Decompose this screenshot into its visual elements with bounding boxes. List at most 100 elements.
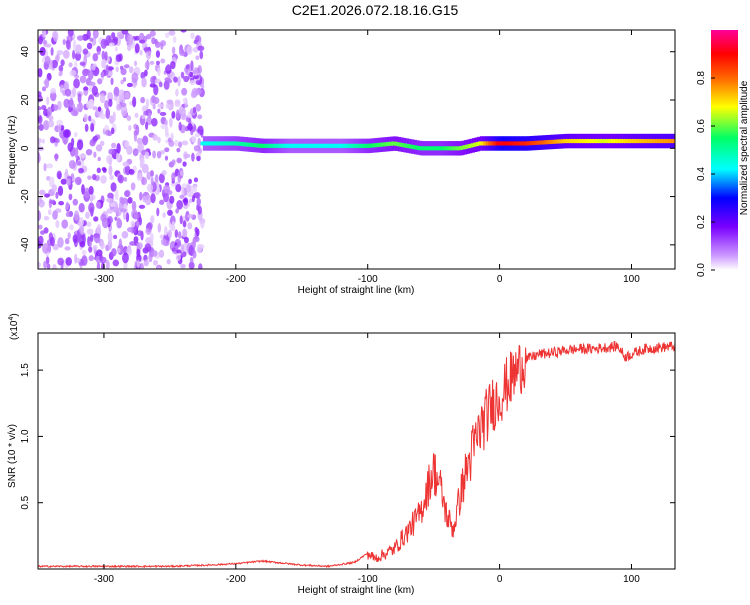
spectrogram-cell [156, 207, 160, 217]
spectrogram-cell [148, 253, 153, 263]
spectrogram-cell [178, 141, 183, 148]
spectrogram-cell [118, 89, 125, 101]
spectrogram-cell [66, 178, 71, 186]
spectrogram-cell [85, 211, 90, 219]
spectrogram-cell [122, 252, 129, 264]
spectrogram-cell [160, 238, 167, 246]
spectrogram-cell [126, 82, 133, 88]
colorbar: 0.0 0.2 0.4 0.6 0.8 Normalized spectral ampl… [696, 30, 750, 277]
spectrogram-cell [193, 184, 197, 194]
spectrogram-cell [196, 155, 201, 162]
spectrogram-cell [74, 44, 82, 55]
spectrogram-cell [69, 70, 77, 77]
spectrogram-cell [176, 199, 183, 210]
spectrogram-cell [123, 64, 130, 69]
spectrogram-cell [134, 60, 138, 67]
spectrogram-cell [100, 71, 105, 78]
spectrogram-cell [95, 144, 103, 152]
spectrogram-cell [146, 171, 151, 181]
spectrogram-cell [164, 155, 169, 161]
colorbar-tick-label: 0.8 [696, 71, 707, 85]
spectrogram-cell [55, 138, 60, 144]
spectrogram-cell [78, 224, 85, 234]
spectrogram-cell [145, 48, 152, 60]
spectrogram-cell [38, 261, 41, 268]
spectrogram-cell [126, 115, 132, 122]
snr-x-label: Height of straight line (km) [298, 585, 415, 596]
spectrogram-cell [116, 247, 121, 254]
spectrogram-cell [154, 174, 159, 184]
spectrogram-cell [113, 95, 118, 101]
spectrogram-cell [141, 114, 146, 120]
spectrogram-cell [145, 200, 150, 206]
spectrogram-cell [128, 124, 132, 131]
spectrogram-cell [131, 200, 137, 212]
spectrogram-cell [67, 232, 71, 240]
spectrogram-cell [187, 222, 193, 230]
spectrogram-cell [145, 121, 149, 131]
spectrogram-cell [65, 39, 71, 50]
spectrogram-cell [183, 236, 189, 244]
spectrogram-cell [90, 122, 95, 133]
spectrogram-cell [64, 246, 71, 251]
spectrogram-cell [149, 232, 154, 243]
spectrogram-cell [134, 112, 139, 119]
spectrogram-cell [113, 234, 118, 240]
spectrogram-cell [58, 71, 63, 77]
spectrogram-cell [76, 35, 84, 41]
spectrogram-cell [42, 30, 47, 38]
spectrogram-cell [136, 254, 142, 263]
spectrogram-cell [95, 201, 101, 209]
spectrogram-cell [55, 191, 59, 199]
spectrogram-cell [120, 68, 127, 76]
spectrogram-cell [180, 71, 185, 79]
spectrogram-cell [100, 213, 107, 223]
spectrogram-cell [52, 263, 57, 269]
snr-series-line [38, 340, 675, 569]
spectrogram-cell [158, 81, 163, 88]
spectrogram-cell [200, 220, 205, 229]
spectrogram-cell [89, 196, 94, 202]
spectrogram-cell [100, 175, 107, 184]
spectrogram-cell [189, 256, 194, 264]
spectrogram-cell [88, 115, 92, 122]
spectrogram-cell [38, 68, 43, 78]
spectrogram-cell [50, 236, 55, 247]
spectrogram-cell [124, 140, 130, 148]
spectrogram-cell [116, 217, 121, 226]
spectrogram-cell [120, 79, 124, 85]
spectrogram-cell [200, 83, 205, 90]
spectrogram-cell [73, 78, 80, 89]
spectrogram-cell [116, 142, 121, 154]
spectrogram-cell [178, 105, 184, 116]
spectrogram-cell [157, 66, 161, 77]
spectrogram-cell [67, 30, 74, 37]
spectrogram-cell [134, 35, 140, 41]
spectrogram-cell [76, 103, 81, 110]
spectrogram-cell [88, 255, 94, 262]
spectrogram-cell [38, 195, 42, 204]
spectrogram-cell [180, 113, 187, 121]
spectrogram-cell [157, 103, 164, 108]
spectrogram-cell [88, 246, 93, 253]
spectrogram-frame [37, 29, 676, 270]
spectrogram-cell [126, 226, 134, 233]
spectrogram-cell [139, 49, 143, 56]
spectrogram-cell [164, 119, 168, 127]
spectrogram-cell [107, 216, 113, 225]
spectrogram-cell [38, 123, 44, 131]
colorbar-tick-label: 0.4 [696, 167, 707, 181]
spectrogram-cell [44, 193, 50, 198]
spectrogram-cell [167, 209, 173, 216]
spectrogram-cell [180, 263, 186, 269]
spectrogram-cell [128, 168, 135, 175]
spectrogram-cell [50, 47, 54, 56]
spectrogram-cell [139, 39, 146, 44]
spectrogram-cell [107, 239, 113, 250]
spectrogram-cell [57, 123, 62, 133]
spectrogram-cell [182, 228, 187, 238]
spectrogram-cell [168, 30, 176, 36]
spectrogram-cell [190, 32, 195, 40]
spectrogram-cell [193, 177, 199, 183]
spectrogram-cell [194, 226, 198, 233]
